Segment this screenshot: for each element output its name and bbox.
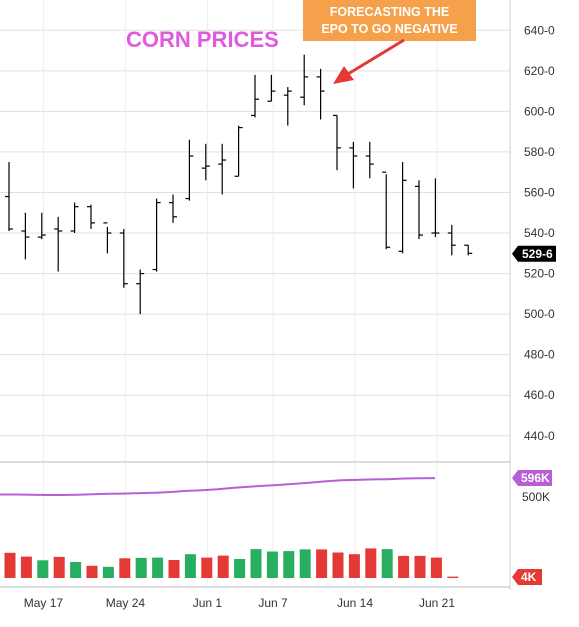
ohlc-bar	[70, 202, 79, 234]
date-tick-label: May 24	[106, 596, 146, 610]
annotation-line-1: FORECASTING THE	[330, 5, 449, 19]
last-price-label: 529-6	[522, 247, 553, 261]
price-tick-label: 500-0	[524, 307, 555, 321]
price-tick-label: 480-0	[524, 348, 555, 362]
volume-bar	[20, 556, 32, 578]
ohlc-bar	[103, 222, 112, 254]
volume-bar	[135, 557, 147, 578]
open-interest-tag	[512, 470, 552, 487]
price-tick-label: 460-0	[524, 388, 555, 402]
volume-bar	[332, 552, 344, 578]
open-interest-label: 596K	[521, 471, 550, 485]
ohlc-bar	[119, 228, 128, 288]
price-tick-label: 440-0	[524, 429, 555, 443]
price-tick-label: 600-0	[524, 104, 555, 118]
ohlc-bar	[251, 74, 259, 118]
ohlc-bar	[398, 162, 407, 254]
ohlc-bar	[234, 125, 243, 177]
price-axis: 640-0 620-0 600-0 580-0 560-0 540-0 520-0 500-0…	[512, 23, 556, 443]
annotation-line-2: EPO TO GO NEGATIVE	[321, 22, 457, 36]
ohlc-bar	[447, 224, 456, 256]
open-interest-axis-label: 500K	[522, 490, 550, 504]
ohlc-bar	[37, 212, 46, 240]
volume-tag	[512, 569, 542, 585]
volume-bar	[299, 549, 311, 578]
volume-bar	[53, 556, 65, 578]
ohlc-bar	[152, 198, 161, 272]
volume-label: 4K	[521, 570, 537, 584]
annotation-box: FORECASTING THE EPO TO GO NEGATIVE	[303, 0, 476, 41]
ohlc-bar	[349, 141, 358, 189]
ohlc-bar	[267, 74, 276, 102]
ohlc-bar	[136, 269, 145, 315]
volume-bar	[4, 552, 16, 578]
volume-bar	[217, 555, 229, 578]
volume-bar	[168, 560, 180, 578]
volume-bar	[250, 549, 262, 578]
ohlc-bar	[283, 87, 292, 126]
ohlc-bar	[87, 204, 95, 229]
date-tick-label: Jun 14	[337, 596, 373, 610]
volume-panel: 4K	[4, 548, 542, 585]
date-tick-label: Jun 1	[193, 596, 223, 610]
price-tick-label: 560-0	[524, 185, 555, 199]
ohlc-bar	[333, 114, 341, 171]
volume-bar	[283, 551, 295, 578]
ohlc-bar	[300, 54, 309, 106]
volume-bar	[37, 560, 49, 578]
ohlc-bar	[201, 143, 210, 181]
volume-bar	[414, 555, 426, 578]
volume-bar	[152, 557, 164, 578]
open-interest-line	[0, 477, 436, 496]
price-bars	[5, 54, 473, 315]
ohlc-bar	[5, 162, 13, 231]
ohlc-bar	[21, 212, 30, 260]
date-tick-label: May 17	[24, 596, 64, 610]
ohlc-bar	[464, 244, 473, 256]
volume-bar	[381, 549, 393, 578]
volume-bar	[266, 551, 278, 578]
ohlc-bar	[316, 68, 325, 120]
ohlc-bar	[218, 143, 227, 195]
volume-bar	[119, 558, 131, 578]
date-axis: May 17 May 24 Jun 1 Jun 7 Jun 14 Jun 21	[24, 596, 456, 610]
volume-bar	[184, 554, 196, 578]
ohlc-bar	[185, 139, 194, 201]
price-tick-label: 620-0	[524, 64, 555, 78]
volume-bar	[447, 576, 459, 578]
open-interest-panel: 596K 500K	[0, 470, 552, 504]
volume-bar	[70, 562, 82, 578]
ohlc-bar	[382, 171, 391, 250]
volume-bar	[102, 566, 114, 578]
volume-bar	[234, 559, 246, 578]
annotation-arrow	[333, 38, 405, 84]
price-tick-label: 580-0	[524, 145, 555, 159]
volume-bar	[365, 548, 377, 578]
ohlc-bar	[415, 180, 423, 240]
volume-bar	[430, 557, 442, 578]
volume-bar	[201, 557, 213, 578]
last-price-tag	[512, 245, 556, 262]
volume-bar	[348, 554, 360, 578]
date-tick-label: Jun 7	[258, 596, 288, 610]
date-tick-label: Jun 21	[419, 596, 455, 610]
ohlc-bar	[431, 178, 440, 238]
ohlc-bar	[54, 216, 63, 272]
price-tick-label: 540-0	[524, 226, 555, 240]
chart-title: CORN PRICES	[126, 27, 279, 52]
ohlc-bar	[169, 194, 177, 223]
ohlc-bar	[365, 141, 374, 179]
volume-bar	[316, 549, 328, 578]
price-tick-label: 640-0	[524, 23, 555, 37]
volume-bar	[86, 565, 98, 578]
grid-lines	[0, 0, 511, 590]
volume-bar	[398, 555, 410, 578]
price-tick-label: 520-0	[524, 267, 555, 281]
